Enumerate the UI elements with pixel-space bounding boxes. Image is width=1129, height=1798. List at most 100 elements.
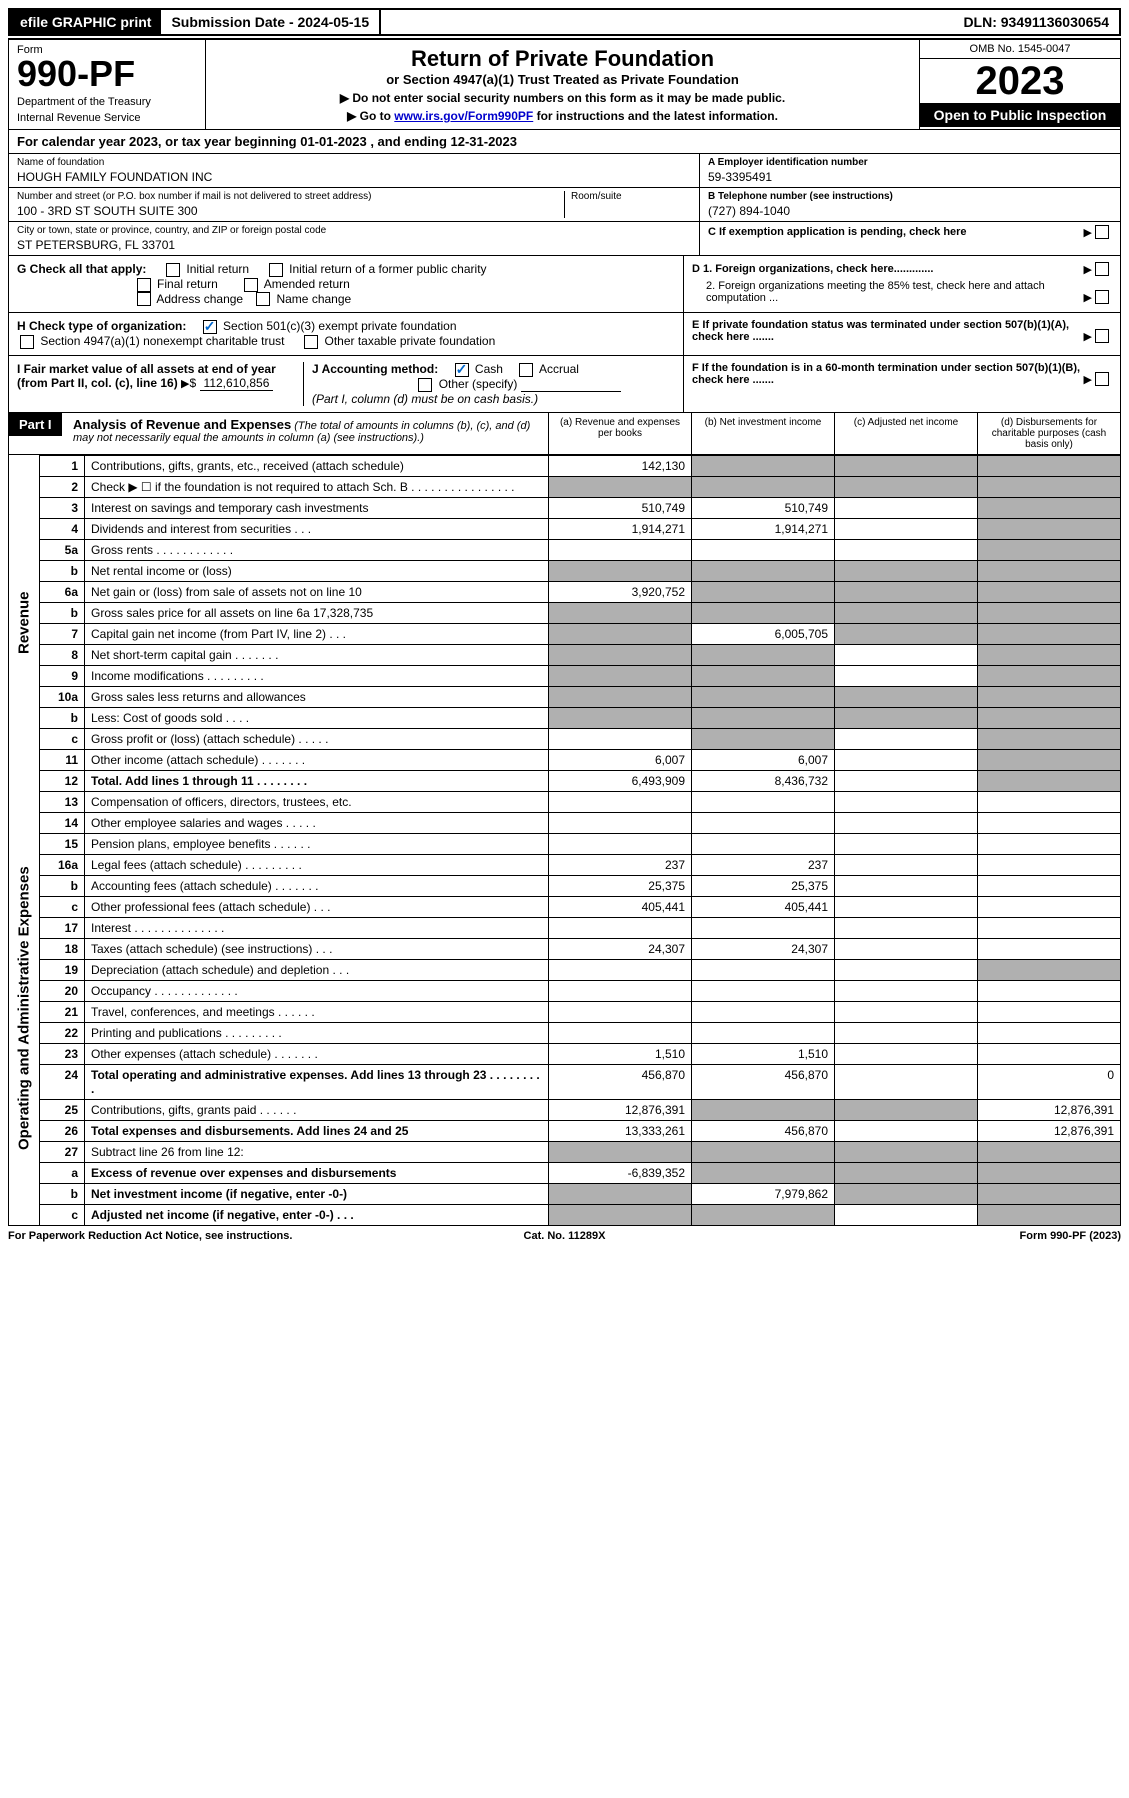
value-col-a xyxy=(549,917,692,938)
value-col-d xyxy=(978,728,1121,749)
footer-row: For Paperwork Reduction Act Notice, see … xyxy=(8,1226,1121,1246)
efile-label: efile GRAPHIC print xyxy=(10,10,161,34)
d1-checkbox[interactable] xyxy=(1095,262,1109,276)
top-bar: efile GRAPHIC print Submission Date - 20… xyxy=(8,8,1121,36)
addr-change-label: Address change xyxy=(156,292,243,306)
part1-badge: Part I xyxy=(9,413,62,436)
value-col-c xyxy=(835,1022,978,1043)
tax-year: 2023 xyxy=(920,59,1120,103)
value-col-a: 1,914,271 xyxy=(549,518,692,539)
line-number: 3 xyxy=(40,497,85,518)
e-checkbox[interactable] xyxy=(1095,329,1109,343)
irs-link[interactable]: www.irs.gov/Form990PF xyxy=(394,109,533,123)
h-4947-checkbox[interactable] xyxy=(20,335,34,349)
value-col-a: 405,441 xyxy=(549,896,692,917)
col-d-header: (d) Disbursements for charitable purpose… xyxy=(977,413,1120,454)
value-col-a: 6,007 xyxy=(549,749,692,770)
line-number: b xyxy=(40,560,85,581)
value-col-d xyxy=(978,476,1121,497)
value-col-a xyxy=(549,728,692,749)
line-description: Other income (attach schedule) . . . . .… xyxy=(85,749,549,770)
value-col-a xyxy=(549,1204,692,1225)
initial-former-checkbox[interactable] xyxy=(269,263,283,277)
value-col-d xyxy=(978,749,1121,770)
value-col-b xyxy=(692,686,835,707)
value-col-c xyxy=(835,1043,978,1064)
value-col-b: 405,441 xyxy=(692,896,835,917)
value-col-c xyxy=(835,917,978,938)
table-row: 10aGross sales less returns and allowanc… xyxy=(9,686,1121,707)
f-label: F If the foundation is in a 60-month ter… xyxy=(692,362,1084,386)
addr-change-checkbox[interactable] xyxy=(137,292,151,306)
line-description: Legal fees (attach schedule) . . . . . .… xyxy=(85,854,549,875)
irs-label: Internal Revenue Service xyxy=(17,112,197,124)
value-col-a: -6,839,352 xyxy=(549,1162,692,1183)
ein-cell: A Employer identification number 59-3395… xyxy=(700,154,1120,188)
value-col-b xyxy=(692,833,835,854)
line-number: 19 xyxy=(40,959,85,980)
value-col-b xyxy=(692,707,835,728)
line-description: Occupancy . . . . . . . . . . . . . xyxy=(85,980,549,1001)
info-right: A Employer identification number 59-3395… xyxy=(699,154,1120,255)
line-number: a xyxy=(40,1162,85,1183)
line-description: Gross rents . . . . . . . . . . . . xyxy=(85,539,549,560)
j-cash-checkbox[interactable] xyxy=(455,363,469,377)
value-col-c xyxy=(835,707,978,728)
value-col-b: 237 xyxy=(692,854,835,875)
value-col-b xyxy=(692,980,835,1001)
footer-right: Form 990-PF (2023) xyxy=(605,1230,1121,1242)
line-number: c xyxy=(40,896,85,917)
opex-section-label: Operating and Administrative Expenses xyxy=(9,791,40,1225)
ij-left: I Fair market value of all assets at end… xyxy=(9,356,683,412)
h-label: H Check type of organization: xyxy=(17,319,186,333)
line-number: 5a xyxy=(40,539,85,560)
value-col-a: 12,876,391 xyxy=(549,1099,692,1120)
line-number: 27 xyxy=(40,1141,85,1162)
final-return-checkbox[interactable] xyxy=(137,278,151,292)
name-label: Name of foundation xyxy=(17,157,691,168)
line-number: 6a xyxy=(40,581,85,602)
value-col-a xyxy=(549,476,692,497)
value-col-b: 8,436,732 xyxy=(692,770,835,791)
value-col-d xyxy=(978,518,1121,539)
value-col-b xyxy=(692,602,835,623)
c-checkbox[interactable] xyxy=(1095,225,1109,239)
value-col-d xyxy=(978,707,1121,728)
value-col-d xyxy=(978,623,1121,644)
i-value: 112,610,856 xyxy=(200,376,274,391)
value-col-d: 12,876,391 xyxy=(978,1099,1121,1120)
h-other-checkbox[interactable] xyxy=(304,335,318,349)
table-row: 8Net short-term capital gain . . . . . .… xyxy=(9,644,1121,665)
value-col-a xyxy=(549,1141,692,1162)
initial-former-label: Initial return of a former public charit… xyxy=(289,262,486,276)
value-col-d: 12,876,391 xyxy=(978,1120,1121,1141)
d2-checkbox[interactable] xyxy=(1095,290,1109,304)
arrow-icon: ▶ xyxy=(1084,330,1092,343)
initial-return-checkbox[interactable] xyxy=(166,263,180,277)
value-col-b: 1,914,271 xyxy=(692,518,835,539)
line-number: 22 xyxy=(40,1022,85,1043)
value-col-d xyxy=(978,854,1121,875)
dept-label: Department of the Treasury xyxy=(17,96,197,108)
f-checkbox[interactable] xyxy=(1095,372,1109,386)
table-row: 22Printing and publications . . . . . . … xyxy=(9,1022,1121,1043)
line-description: Net short-term capital gain . . . . . . … xyxy=(85,644,549,665)
table-row: cOther professional fees (attach schedul… xyxy=(9,896,1121,917)
j-other-label: Other (specify) xyxy=(439,377,518,391)
line-description: Gross sales price for all assets on line… xyxy=(85,602,549,623)
amended-checkbox[interactable] xyxy=(244,278,258,292)
footer-left: For Paperwork Reduction Act Notice, see … xyxy=(8,1230,524,1242)
j-accrual-checkbox[interactable] xyxy=(519,363,533,377)
instr2-post: for instructions and the latest informat… xyxy=(533,109,778,123)
value-col-c xyxy=(835,1099,978,1120)
arrow-icon: ▶ xyxy=(181,378,189,390)
line-number: 12 xyxy=(40,770,85,791)
d2-label: 2. Foreign organizations meeting the 85%… xyxy=(692,280,1084,304)
value-col-a: 13,333,261 xyxy=(549,1120,692,1141)
j-other-checkbox[interactable] xyxy=(418,378,432,392)
value-col-b: 24,307 xyxy=(692,938,835,959)
value-col-a: 142,130 xyxy=(549,455,692,476)
e-right: E If private foundation status was termi… xyxy=(683,313,1120,355)
h-501c3-checkbox[interactable] xyxy=(203,320,217,334)
name-change-checkbox[interactable] xyxy=(256,292,270,306)
